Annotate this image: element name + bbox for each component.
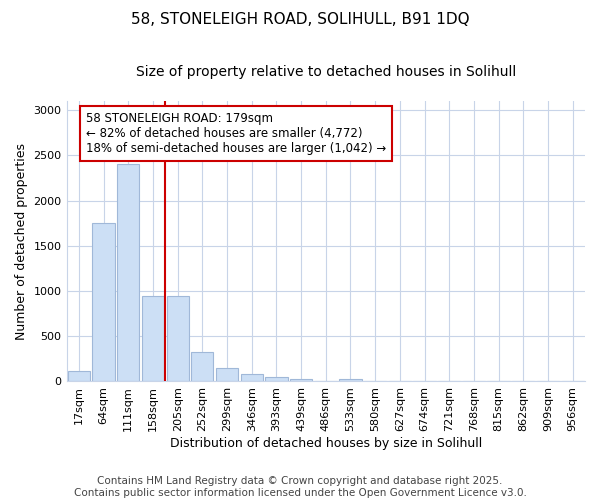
Bar — [92, 223, 115, 382]
X-axis label: Distribution of detached houses by size in Solihull: Distribution of detached houses by size … — [170, 437, 482, 450]
Bar — [340, 378, 362, 382]
Text: Contains HM Land Registry data © Crown copyright and database right 2025.
Contai: Contains HM Land Registry data © Crown c… — [74, 476, 526, 498]
Bar — [265, 377, 287, 382]
Bar — [241, 374, 263, 382]
Y-axis label: Number of detached properties: Number of detached properties — [15, 142, 28, 340]
Bar — [117, 164, 139, 382]
Bar — [142, 296, 164, 382]
Bar — [216, 368, 238, 382]
Bar — [68, 371, 90, 382]
Bar — [191, 352, 214, 382]
Title: Size of property relative to detached houses in Solihull: Size of property relative to detached ho… — [136, 65, 516, 79]
Bar — [290, 378, 312, 382]
Text: 58 STONELEIGH ROAD: 179sqm
← 82% of detached houses are smaller (4,772)
18% of s: 58 STONELEIGH ROAD: 179sqm ← 82% of deta… — [86, 112, 386, 155]
Bar — [167, 296, 189, 382]
Text: 58, STONELEIGH ROAD, SOLIHULL, B91 1DQ: 58, STONELEIGH ROAD, SOLIHULL, B91 1DQ — [131, 12, 469, 28]
